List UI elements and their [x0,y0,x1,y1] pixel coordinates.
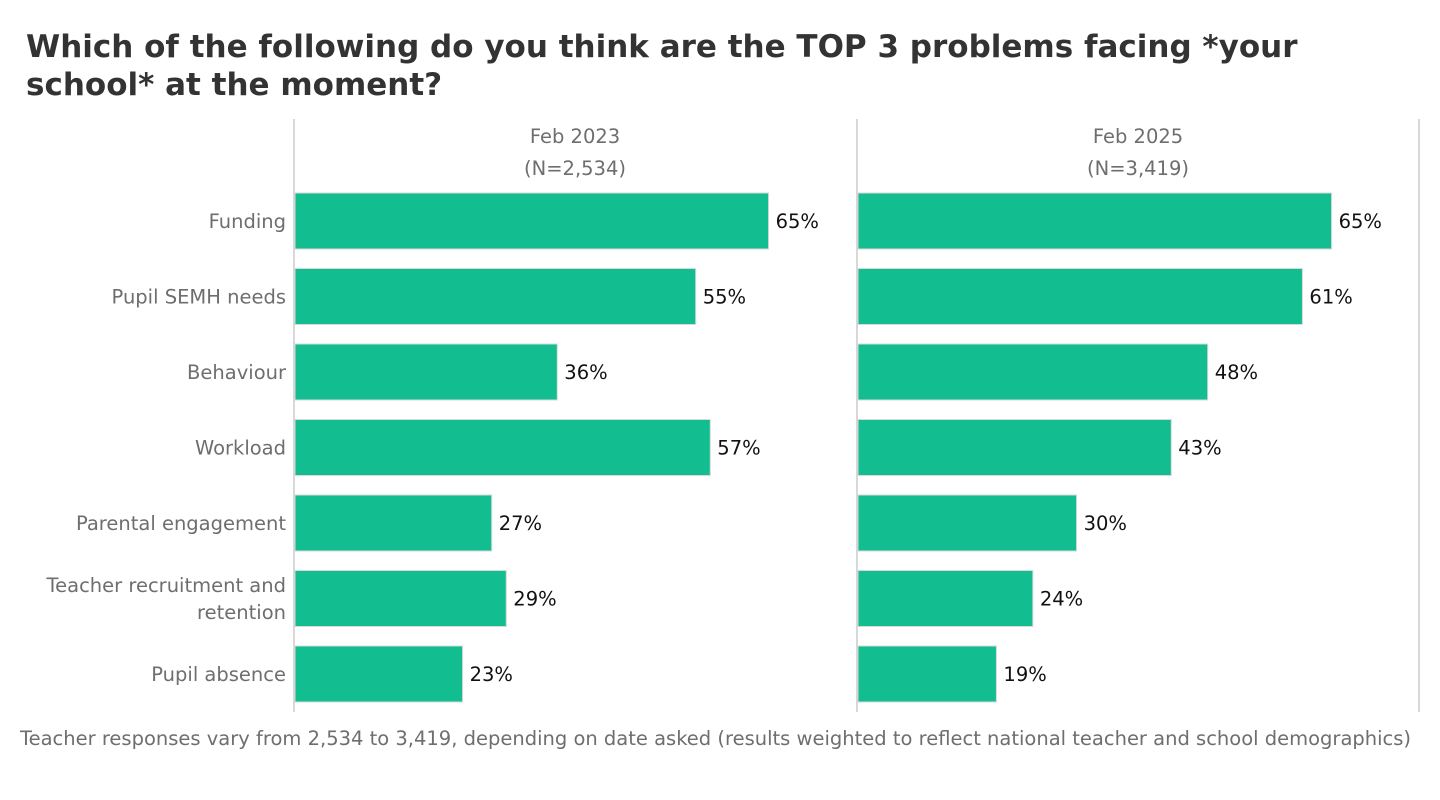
value-label: 65% [776,210,819,233]
category-label: Pupil absence [151,663,286,686]
category-label: Parental engagement [76,512,286,535]
bar [857,494,1078,552]
value-label: 55% [703,286,746,309]
value-label: 27% [499,512,542,535]
category-label: Funding [209,210,286,233]
bar [294,494,493,552]
bar [857,268,1303,325]
bar [294,419,711,476]
panel-title: Feb 2025 [1093,125,1183,148]
bar [294,192,770,250]
bar [857,570,1034,627]
bar [294,645,464,703]
value-labels: 65% 55% 36% 57% 27% 29% 23% 65% 61% 48% 43% 30% 24% 1… [470,210,1382,686]
value-label: 65% [1339,210,1382,233]
category-label: Pupil SEMH needs [112,286,286,309]
bar [294,343,558,401]
value-label: 29% [513,588,556,611]
bar [857,192,1333,250]
panel-axes [293,119,1420,712]
value-label: 57% [717,437,760,460]
panel-title: Feb 2023 [530,125,620,148]
bar [294,570,507,627]
panel-headers: Feb 2023 (N=2,534) Feb 2025 (N=3,419) [524,125,1189,180]
chart-footnote: Teacher responses vary from 2,534 to 3,4… [20,727,1412,750]
chart-title: Which of the following do you think are … [26,29,1298,103]
value-label: 19% [1003,663,1046,686]
value-label: 24% [1040,588,1083,611]
bar [294,268,697,325]
value-label: 43% [1178,437,1221,460]
value-label: 48% [1215,361,1258,384]
value-label: 23% [470,663,513,686]
panel-sample-size: (N=3,419) [1087,157,1189,180]
bar [857,645,997,703]
bar [857,419,1172,476]
category-labels: Funding Pupil SEMH needs Behaviour Workload… [46,210,287,686]
panel-sample-size: (N=2,534) [524,157,626,180]
value-label: 36% [564,361,607,384]
bar [857,343,1209,401]
value-label: 30% [1084,512,1127,535]
category-label: Teacher recruitment and retention [46,574,286,624]
bars [294,192,1333,703]
category-label: Behaviour [187,361,287,384]
category-label: Workload [195,437,286,460]
value-label: 61% [1309,286,1352,309]
